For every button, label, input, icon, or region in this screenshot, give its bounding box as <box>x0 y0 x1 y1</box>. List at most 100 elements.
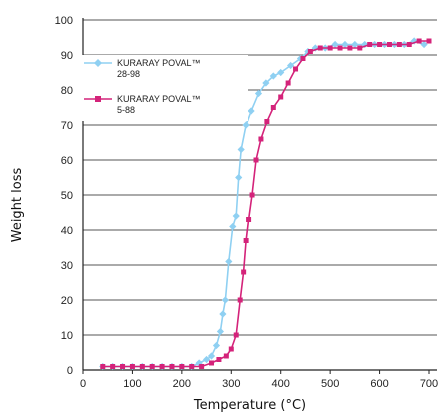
legend-label: KURARAY POVAL™ <box>117 94 201 104</box>
data-point <box>396 42 402 47</box>
data-point <box>278 94 284 100</box>
data-point <box>199 364 205 369</box>
y-tick-label: 0 <box>67 365 73 377</box>
data-point <box>249 192 255 198</box>
legend-marker <box>94 59 102 67</box>
x-tick-label: 0 <box>80 378 86 390</box>
x-tick-label: 200 <box>173 378 191 390</box>
y-tick-label: 40 <box>61 225 73 237</box>
y-tick-label: 80 <box>61 85 73 97</box>
data-point <box>202 355 211 364</box>
y-tick-label: 10 <box>61 330 73 342</box>
x-axis-title: Temperature (°C) <box>193 398 306 413</box>
x-tick-label: 700 <box>420 378 438 390</box>
y-tick-label: 90 <box>61 50 73 62</box>
data-point <box>232 212 240 220</box>
data-point <box>420 40 428 49</box>
legend-label: 5-88 <box>117 105 135 115</box>
data-point <box>287 61 295 70</box>
x-tick-label: 100 <box>123 378 141 390</box>
data-point <box>300 56 306 61</box>
data-point <box>233 332 239 338</box>
data-point <box>247 107 255 115</box>
data-point <box>189 364 195 369</box>
data-point <box>262 79 270 87</box>
data-point <box>347 45 353 51</box>
legend-label: KURARAY POVAL™ <box>117 58 201 68</box>
data-series <box>99 37 432 371</box>
data-point <box>129 364 135 369</box>
data-point <box>386 42 392 47</box>
data-point <box>242 121 250 129</box>
data-point <box>416 38 422 44</box>
series-2 <box>100 38 432 369</box>
data-point <box>216 357 222 362</box>
data-point <box>209 360 215 366</box>
data-point <box>367 42 373 47</box>
data-point <box>225 257 233 266</box>
data-point <box>223 353 229 359</box>
data-point <box>246 217 252 222</box>
data-point <box>317 45 323 51</box>
data-point <box>377 42 383 47</box>
y-tick-label: 70 <box>61 120 73 132</box>
data-point <box>264 119 270 124</box>
data-point <box>357 45 363 51</box>
data-point <box>212 341 221 350</box>
data-point <box>254 89 263 98</box>
data-point <box>149 364 155 369</box>
x-tick-label: 300 <box>222 378 240 390</box>
data-point <box>179 364 185 369</box>
y-tick-labels: 0 10 20 30 40 50 60 70 80 90 100 <box>55 15 73 377</box>
data-point <box>100 364 106 369</box>
data-point <box>269 72 277 80</box>
data-point <box>337 45 343 51</box>
data-point <box>341 40 349 49</box>
data-point <box>293 66 299 72</box>
y-tick-label: 100 <box>55 15 73 27</box>
data-point <box>216 327 225 336</box>
data-point <box>307 49 313 54</box>
data-point <box>235 173 243 182</box>
data-point <box>426 38 432 44</box>
data-point <box>228 346 234 352</box>
data-point <box>327 45 333 51</box>
data-point <box>207 352 216 360</box>
data-point <box>253 157 259 163</box>
y-tick-label: 60 <box>61 155 73 167</box>
data-point <box>139 364 145 369</box>
data-point <box>406 42 412 47</box>
data-point <box>169 364 175 369</box>
legend-background <box>78 55 248 121</box>
data-point <box>159 364 165 369</box>
y-tick-label: 50 <box>61 190 73 202</box>
data-point <box>285 80 291 86</box>
data-point <box>351 40 359 49</box>
data-point <box>331 40 339 49</box>
data-point <box>237 297 243 303</box>
data-point <box>258 136 264 142</box>
data-point <box>229 222 237 231</box>
data-point <box>120 364 126 369</box>
y-axis-title: Weight loss <box>10 168 25 243</box>
data-point <box>221 296 229 304</box>
y-tick-label: 20 <box>61 295 73 307</box>
data-point <box>241 269 247 275</box>
data-point <box>277 68 285 77</box>
x-tick-label: 500 <box>321 378 339 390</box>
data-point <box>110 364 116 369</box>
data-point <box>219 310 227 318</box>
data-point <box>243 238 249 243</box>
x-tick-label: 400 <box>272 378 290 390</box>
x-tick-labels: 0 100 200 300 400 500 600 700 <box>80 378 438 390</box>
grid-lines <box>83 19 437 336</box>
legend-marker <box>95 96 101 102</box>
data-point <box>270 105 276 110</box>
legend-label: 28-98 <box>117 69 140 79</box>
x-tick-label: 600 <box>370 378 388 390</box>
y-tick-label: 30 <box>61 260 73 272</box>
